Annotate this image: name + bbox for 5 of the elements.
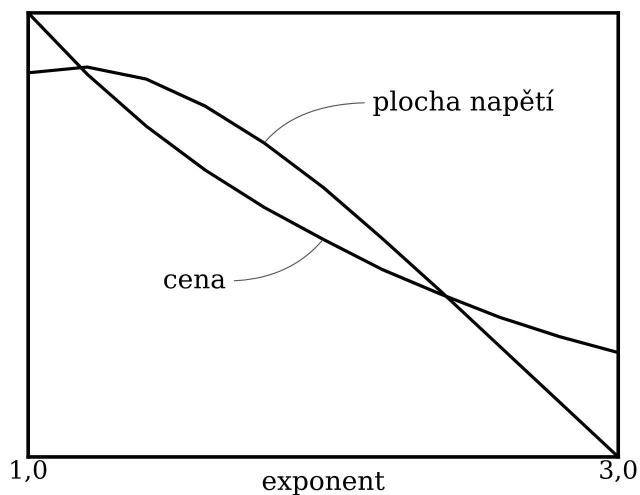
annotation: cena (164, 274, 226, 289)
annotation: plocha napětí (373, 89, 554, 116)
x-tick-label: 1,0 (11, 460, 46, 482)
x-tick-label: 3,0 (600, 460, 636, 482)
x-axis-title: exponent (262, 472, 385, 495)
